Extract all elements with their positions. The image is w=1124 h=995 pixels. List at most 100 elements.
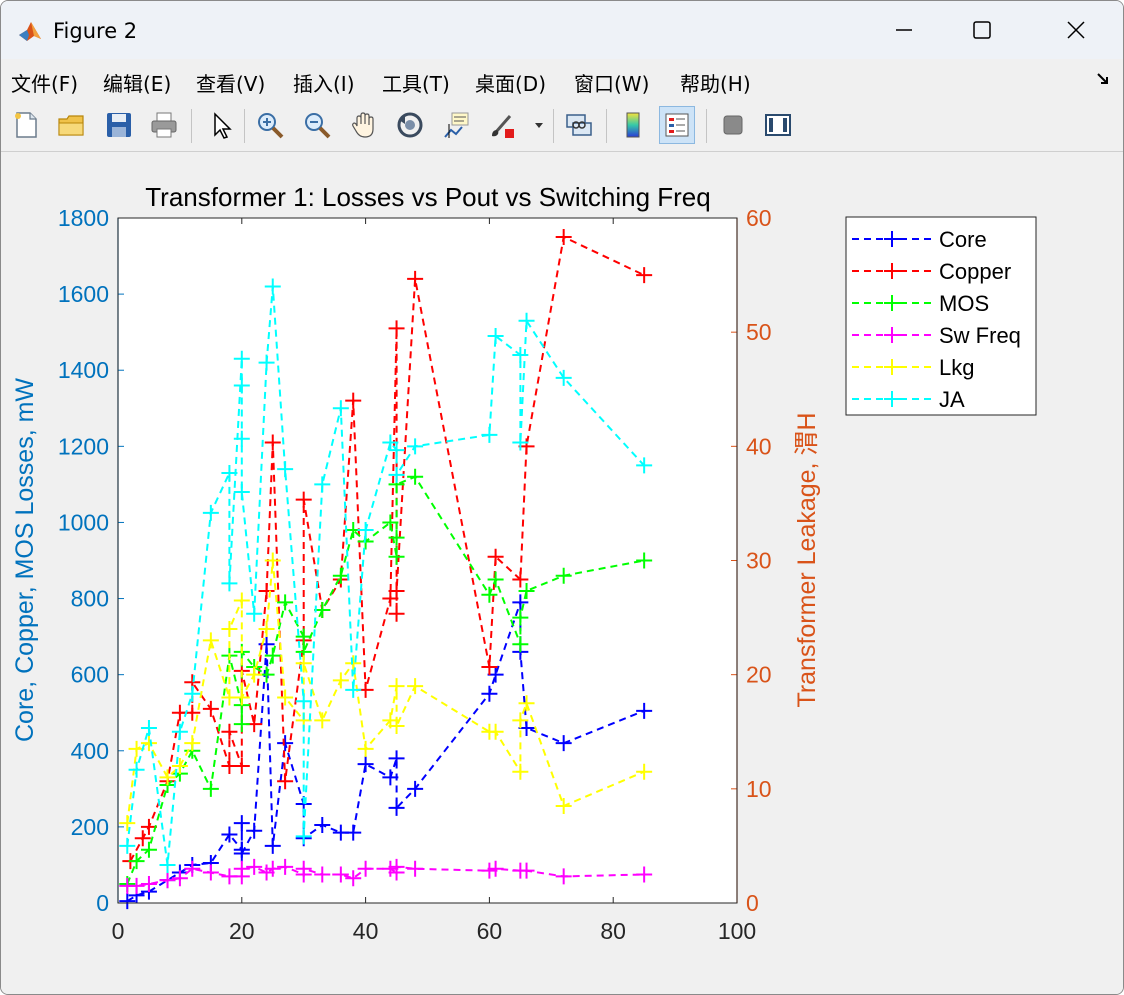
pointer-icon	[214, 112, 232, 139]
minimize-button[interactable]	[881, 9, 927, 51]
menu-insert[interactable]: 插入(I)	[293, 72, 355, 96]
data-point-copper	[512, 571, 529, 588]
new-figure-button[interactable]	[8, 106, 44, 144]
save-button[interactable]	[101, 106, 137, 144]
menu-tools[interactable]: 工具(T)	[382, 72, 450, 96]
data-point-sw-freq	[314, 866, 331, 883]
data-cursor-button[interactable]	[439, 106, 475, 144]
data-point-sw-freq	[171, 870, 188, 887]
data-point-ja	[332, 400, 349, 417]
y-left-tick-label: 200	[71, 814, 109, 840]
data-point-ja	[388, 442, 405, 459]
data-point-mos	[128, 853, 145, 870]
data-point-core	[221, 826, 238, 843]
data-point-core	[407, 780, 424, 797]
link-plot-button[interactable]	[561, 106, 597, 144]
open-file-button[interactable]	[53, 106, 89, 144]
data-point-core	[345, 824, 362, 841]
data-point-copper	[636, 267, 653, 284]
data-cursor-icon	[444, 112, 469, 138]
menu-bar: 文件(F) 编辑(E) 查看(V) 插入(I) 工具(T) 桌面(D) 窗口(W…	[1, 59, 1123, 101]
menu-window[interactable]: 窗口(W)	[574, 72, 650, 96]
brush-icon	[492, 115, 514, 138]
data-point-mos	[388, 548, 405, 565]
open-file-icon	[58, 115, 84, 136]
x-tick-label: 80	[600, 918, 626, 944]
y-right-tick-label: 30	[746, 548, 772, 574]
save-icon	[107, 113, 131, 137]
menu-file[interactable]: 文件(F)	[11, 72, 79, 96]
data-point-lkg	[233, 689, 250, 706]
new-figure-icon	[15, 112, 37, 138]
toolbar-separator	[191, 109, 192, 143]
data-point-copper	[140, 818, 157, 835]
legend-marker-copper	[884, 263, 900, 279]
data-point-core	[314, 816, 331, 833]
data-point-mos	[233, 716, 250, 733]
data-point-sw-freq	[555, 868, 572, 885]
legend-marker-lkg	[884, 359, 900, 375]
print-button[interactable]	[146, 106, 182, 144]
data-point-core	[233, 845, 250, 862]
data-point-ja	[555, 369, 572, 386]
hide-plot-tools-button[interactable]	[715, 106, 751, 144]
legend-label-copper: Copper	[939, 259, 1011, 284]
data-point-copper	[345, 392, 362, 409]
y-left-tick-label: 800	[71, 586, 109, 612]
plot-svg[interactable]: Transformer 1: Losses vs Pout vs Switchi…	[1, 152, 1123, 994]
print-icon	[151, 112, 177, 138]
data-point-core	[119, 893, 136, 910]
brush-button[interactable]	[485, 106, 521, 144]
rotate-3d-button[interactable]	[392, 106, 428, 144]
data-point-ja	[171, 723, 188, 740]
y-right-tick-label: 0	[746, 890, 759, 916]
menu-desktop[interactable]: 桌面(D)	[475, 72, 547, 96]
data-point-sw-freq	[388, 858, 405, 875]
y-left-tick-label: 1200	[58, 433, 109, 459]
data-point-lkg	[512, 763, 529, 780]
zoom-out-button[interactable]	[299, 106, 335, 144]
brush-dropdown[interactable]	[529, 106, 549, 144]
data-point-core	[246, 822, 263, 839]
legend-button[interactable]	[659, 106, 695, 144]
axes-box	[117, 217, 738, 904]
menu-edit[interactable]: 编辑(E)	[103, 72, 172, 96]
menu-help[interactable]: 帮助(H)	[680, 72, 751, 96]
legend[interactable]: Core Copper MOS Sw Freq Lkg JA	[845, 216, 1037, 416]
colorbar-button[interactable]	[615, 106, 651, 144]
data-point-core	[555, 735, 572, 752]
data-point-sw-freq	[128, 877, 145, 894]
data-point-mos	[512, 609, 529, 626]
data-point-ja	[233, 350, 250, 367]
y-left-tick-label: 1600	[58, 281, 109, 307]
close-button[interactable]	[1053, 9, 1099, 51]
data-point-copper	[481, 659, 498, 676]
data-point-copper	[202, 700, 219, 717]
data-point-core	[277, 735, 294, 752]
data-point-mos	[332, 567, 349, 584]
data-point-ja	[512, 434, 529, 451]
legend-marker-mos	[884, 295, 900, 311]
zoom-in-button[interactable]	[252, 106, 288, 144]
dock-arrow-icon[interactable]	[1093, 69, 1113, 89]
data-point-lkg	[221, 621, 238, 637]
y-right-tick-label: 50	[746, 319, 772, 345]
data-point-sw-freq	[345, 870, 362, 887]
menu-view[interactable]: 查看(V)	[196, 72, 266, 96]
data-point-sw-freq	[264, 860, 281, 877]
data-point-lkg	[246, 666, 263, 683]
pointer-button[interactable]	[203, 106, 239, 144]
show-plot-tools-button[interactable]	[760, 106, 796, 144]
data-point-ja	[233, 377, 250, 394]
data-point-ja	[487, 327, 504, 344]
data-point-copper	[134, 830, 151, 847]
zoom-out-icon	[305, 113, 331, 139]
y-left-tick-label: 1400	[58, 357, 109, 383]
maximize-button[interactable]	[959, 9, 1005, 51]
data-point-ja	[128, 761, 145, 778]
series-layer	[119, 229, 653, 910]
data-point-lkg	[119, 815, 136, 832]
pan-button[interactable]	[346, 106, 382, 144]
data-point-ja	[159, 856, 176, 873]
data-point-mos	[388, 529, 405, 546]
